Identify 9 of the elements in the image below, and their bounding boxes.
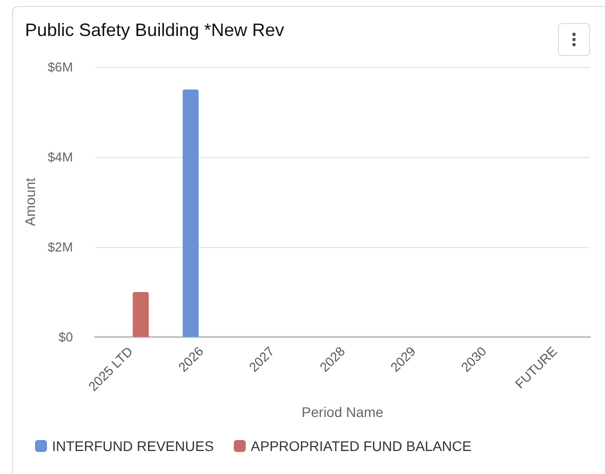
legend-label: INTERFUND REVENUES (52, 438, 214, 454)
legend-label: APPROPRIATED FUND BALANCE (250, 438, 472, 454)
y-tick-label: $2M (48, 240, 73, 254)
chart-title: Public Safety Building *New Rev (25, 20, 284, 40)
y-tick-label: $4M (48, 150, 73, 164)
y-axis-title: Amount (22, 178, 38, 226)
x-axis-title: Period Name (302, 404, 384, 420)
y-tick-label: $6M (48, 60, 73, 74)
y-tick-label: $0 (58, 330, 73, 344)
